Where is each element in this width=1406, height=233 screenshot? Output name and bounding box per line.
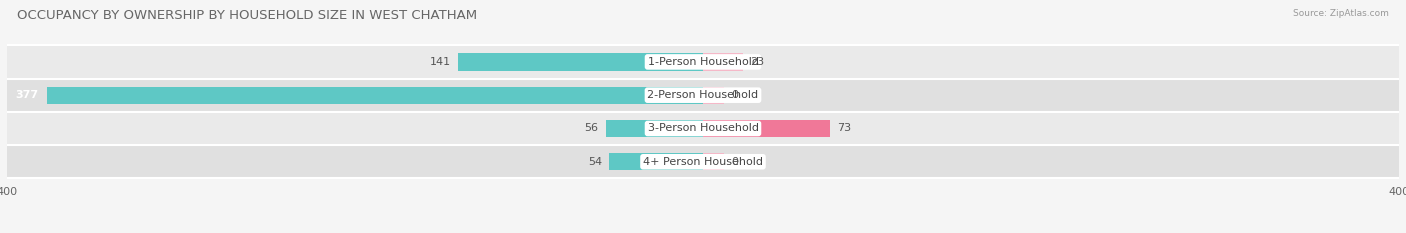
- Bar: [7, 45, 1399, 79]
- Text: 56: 56: [585, 123, 599, 134]
- Bar: [703, 53, 742, 71]
- Text: OCCUPANCY BY OWNERSHIP BY HOUSEHOLD SIZE IN WEST CHATHAM: OCCUPANCY BY OWNERSHIP BY HOUSEHOLD SIZE…: [17, 9, 477, 22]
- Bar: [7, 145, 1399, 178]
- Text: 2-Person Household: 2-Person Household: [647, 90, 759, 100]
- Bar: [458, 53, 703, 71]
- Bar: [609, 153, 703, 170]
- Legend: Owner-occupied, Renter-occupied: Owner-occupied, Renter-occupied: [588, 230, 818, 233]
- Bar: [703, 120, 830, 137]
- Bar: [7, 79, 1399, 112]
- Bar: [703, 86, 724, 104]
- Bar: [606, 120, 703, 137]
- Text: 54: 54: [588, 157, 602, 167]
- Text: 0: 0: [731, 157, 738, 167]
- Text: 23: 23: [749, 57, 763, 67]
- Text: 1-Person Household: 1-Person Household: [648, 57, 758, 67]
- Text: 377: 377: [15, 90, 39, 100]
- Bar: [7, 112, 1399, 145]
- Text: 73: 73: [837, 123, 851, 134]
- Bar: [703, 153, 724, 170]
- Text: Source: ZipAtlas.com: Source: ZipAtlas.com: [1294, 9, 1389, 18]
- Text: 0: 0: [731, 90, 738, 100]
- Text: 3-Person Household: 3-Person Household: [648, 123, 758, 134]
- Text: 141: 141: [430, 57, 451, 67]
- Text: 4+ Person Household: 4+ Person Household: [643, 157, 763, 167]
- Bar: [46, 86, 703, 104]
